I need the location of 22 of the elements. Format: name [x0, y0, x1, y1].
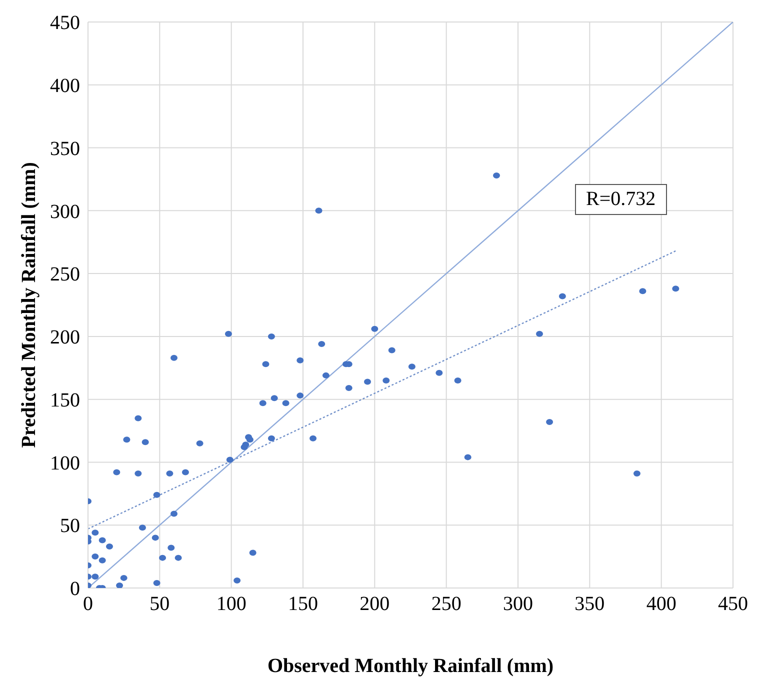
- x-tick-label: 250: [431, 593, 462, 616]
- y-tick-label: 250: [50, 264, 80, 286]
- x-tick-label: 50: [150, 593, 170, 616]
- y-tick-label: 200: [50, 326, 80, 349]
- y-tick-label: 300: [50, 200, 80, 223]
- x-tick-label: 300: [503, 593, 533, 616]
- annotation: R=0.732: [575, 184, 667, 215]
- x-tick-label: 350: [574, 593, 605, 616]
- x-tick-label: 400: [646, 593, 676, 616]
- y-tick-label: 150: [50, 389, 80, 412]
- y-tick-label: 450: [50, 12, 80, 34]
- x-tick-label: 100: [216, 593, 246, 616]
- y-tick-label: 0: [70, 578, 80, 600]
- x-tick-label: 200: [360, 593, 390, 616]
- y-tick-label: 50: [60, 515, 80, 538]
- y-tick-label: 400: [50, 74, 80, 97]
- y-tick-label: 100: [50, 452, 80, 474]
- y-axis-title: Predicted Monthly Rainfall (mm): [18, 162, 40, 448]
- x-axis-title: Observed Monthly Rainfall (mm): [267, 655, 554, 678]
- x-tick-label: 150: [288, 593, 318, 616]
- y-tick-label: 350: [50, 138, 80, 160]
- x-tick-label: 450: [718, 593, 748, 616]
